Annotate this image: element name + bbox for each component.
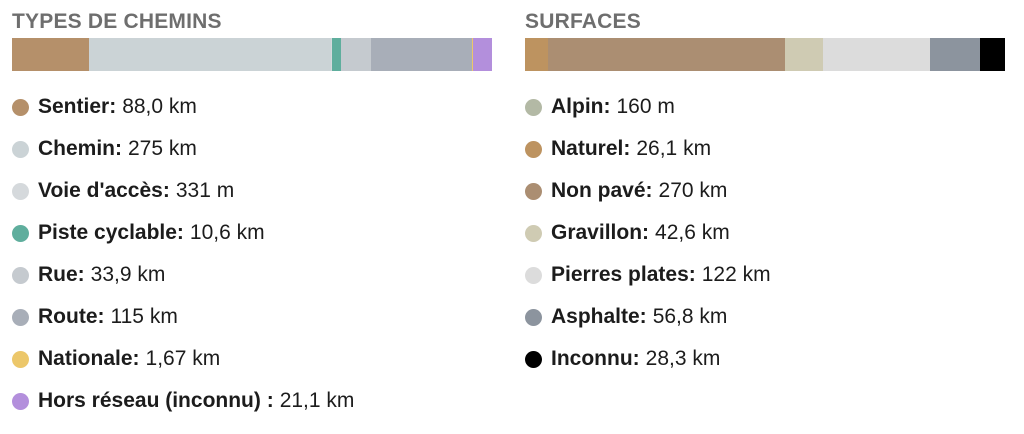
color-swatch-icon bbox=[525, 182, 542, 200]
color-swatch-icon bbox=[12, 224, 29, 242]
surfaces-legend: Alpin: 160 m Naturel: 26,1 km Non pavé: 270 k… bbox=[525, 86, 1005, 380]
legend-label: Asphalte: bbox=[551, 305, 647, 328]
legend-label: Nationale: bbox=[38, 347, 140, 370]
legend-label: Rue: bbox=[38, 263, 85, 286]
legend-item-route: Route: 115 km bbox=[12, 296, 492, 338]
color-swatch-icon bbox=[525, 266, 542, 284]
legend-label: Naturel: bbox=[551, 137, 631, 160]
color-swatch-icon bbox=[12, 392, 29, 410]
legend-value: 331 m bbox=[175, 179, 235, 202]
surfaces-bar bbox=[525, 38, 1005, 71]
legend-value: 160 m bbox=[616, 95, 675, 118]
legend-item-rue: Rue: 33,9 km bbox=[12, 254, 492, 296]
legend-item-sentier: Sentier: 88,0 km bbox=[12, 86, 492, 128]
bar-segment-piste-cyclable bbox=[331, 38, 341, 71]
legend-label: Pierres plates: bbox=[551, 263, 696, 286]
color-swatch-icon bbox=[525, 98, 542, 116]
legend-value: 21,1 km bbox=[279, 389, 355, 412]
legend-item-gravillon: Gravillon: 42,6 km bbox=[525, 212, 1005, 254]
surfaces-title: SURFACES bbox=[525, 10, 641, 33]
surfaces-panel: SURFACES Alpin: 160 m Naturel: 26,1 km Non p… bbox=[525, 0, 1005, 380]
color-swatch-icon bbox=[525, 140, 542, 158]
bar-segment-sentier bbox=[12, 38, 90, 71]
legend-item-nationale: Nationale: 1,67 km bbox=[12, 338, 492, 380]
legend-value: 1,67 km bbox=[145, 347, 221, 370]
color-swatch-icon bbox=[12, 266, 29, 284]
bar-segment-asphalte bbox=[930, 38, 981, 71]
legend-value: 270 km bbox=[658, 179, 728, 202]
bar-segment-gravillon bbox=[785, 38, 823, 71]
bar-segment-hors-reseau-inconnu bbox=[473, 38, 492, 71]
bar-segment-nationale bbox=[471, 38, 474, 71]
bar-segment-pierres-plates bbox=[822, 38, 931, 71]
legend-label: Piste cyclable: bbox=[38, 221, 184, 244]
legend-value: 275 km bbox=[128, 137, 197, 160]
legend-item-chemin: Chemin: 275 km bbox=[12, 128, 492, 170]
color-swatch-icon bbox=[12, 98, 29, 116]
bar-segment-naturel bbox=[525, 38, 549, 71]
legend-item-pierres-plates: Pierres plates: 122 km bbox=[525, 254, 1005, 296]
legend-value: 10,6 km bbox=[189, 221, 265, 244]
legend-item-inconnu: Inconnu: 28,3 km bbox=[525, 338, 1005, 380]
legend-value: 33,9 km bbox=[90, 263, 166, 286]
path-types-legend: Sentier: 88,0 km Chemin: 275 km Voie d'accès… bbox=[12, 86, 492, 422]
color-swatch-icon bbox=[525, 224, 542, 242]
path-types-panel: TYPES DE CHEMINS Sentier: 88,0 km Chemin: 2… bbox=[12, 0, 492, 422]
legend-value: 122 km bbox=[701, 263, 771, 286]
color-swatch-icon bbox=[12, 140, 29, 158]
legend-label: Hors réseau (inconnu) : bbox=[38, 389, 274, 412]
legend-label: Non pavé: bbox=[551, 179, 653, 202]
legend-item-voie-d-acces: Voie d'accès: 331 m bbox=[12, 170, 492, 212]
bar-segment-chemin bbox=[89, 38, 332, 71]
legend-item-piste-cyclable: Piste cyclable: 10,6 km bbox=[12, 212, 492, 254]
legend-value: 88,0 km bbox=[122, 95, 197, 118]
legend-item-hors-reseau-inconnu: Hors réseau (inconnu) :21,1 km bbox=[12, 380, 492, 422]
legend-value: 115 km bbox=[110, 305, 178, 328]
color-swatch-icon bbox=[12, 350, 29, 368]
color-swatch-icon bbox=[525, 350, 542, 368]
legend-label: Chemin: bbox=[38, 137, 122, 160]
legend-value: 28,3 km bbox=[645, 347, 721, 370]
color-swatch-icon bbox=[525, 308, 542, 326]
legend-label: Alpin: bbox=[551, 95, 611, 118]
color-swatch-icon bbox=[12, 308, 29, 326]
legend-label: Voie d'accès: bbox=[38, 179, 170, 202]
path-types-bar bbox=[12, 38, 492, 71]
bar-segment-inconnu bbox=[980, 38, 1005, 71]
bar-segment-rue bbox=[340, 38, 371, 71]
path-types-title: TYPES DE CHEMINS bbox=[12, 10, 222, 33]
legend-item-non-pave: Non pavé: 270 km bbox=[525, 170, 1005, 212]
legend-value: 42,6 km bbox=[655, 221, 730, 244]
legend-label: Inconnu: bbox=[551, 347, 640, 370]
legend-label: Route: bbox=[38, 305, 105, 328]
bar-segment-route bbox=[370, 38, 472, 71]
bar-segment-non-pave bbox=[548, 38, 786, 71]
legend-label: Gravillon: bbox=[551, 221, 650, 244]
legend-item-naturel: Naturel: 26,1 km bbox=[525, 128, 1005, 170]
legend-value: 26,1 km bbox=[636, 137, 712, 160]
legend-label: Sentier: bbox=[38, 95, 117, 118]
legend-item-asphalte: Asphalte: 56,8 km bbox=[525, 296, 1005, 338]
legend-value: 56,8 km bbox=[652, 305, 728, 328]
color-swatch-icon bbox=[12, 182, 29, 200]
legend-item-alpin: Alpin: 160 m bbox=[525, 86, 1005, 128]
